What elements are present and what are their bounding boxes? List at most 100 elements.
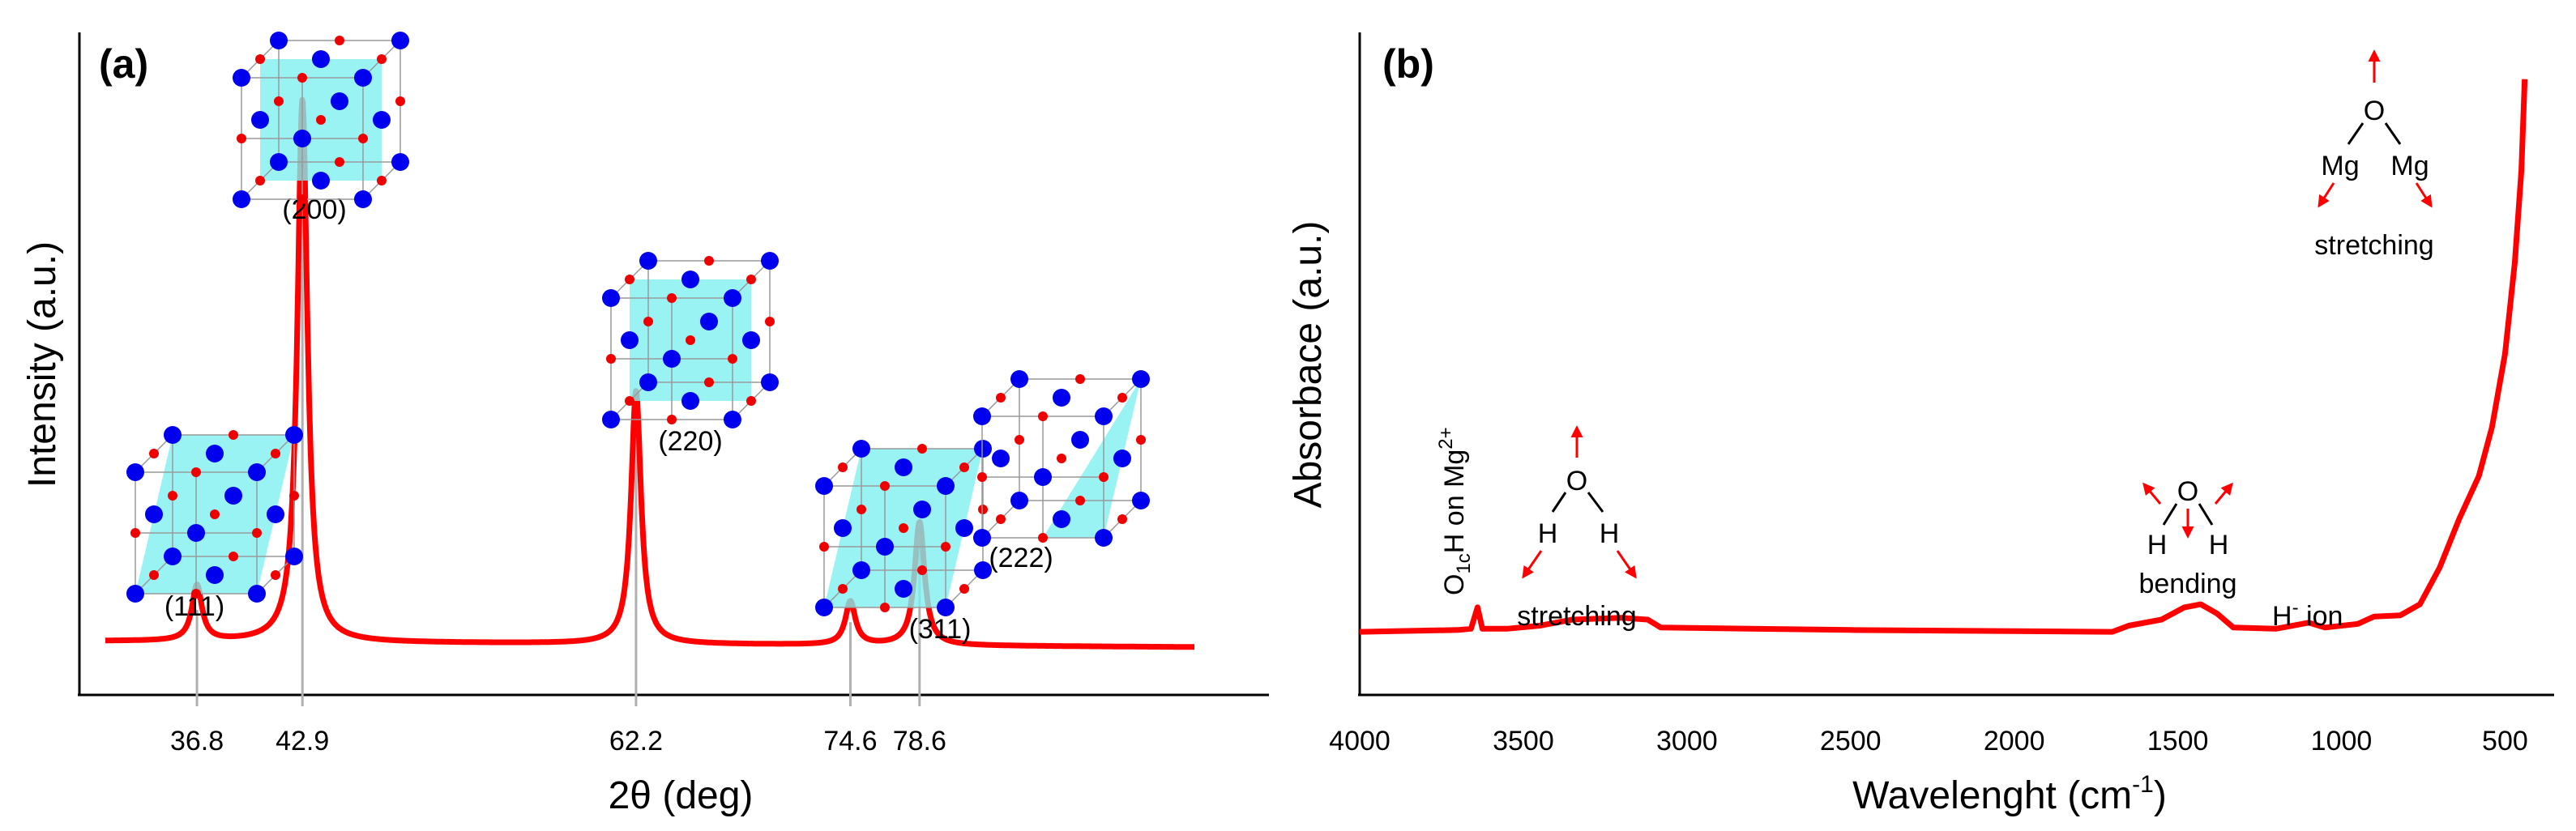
ir-panel: (b) 4000 3500 3000 2500 2000 1500 1000 500 Wave… — [1287, 32, 2554, 817]
atom-large — [251, 111, 269, 129]
atom-large — [206, 566, 224, 584]
atom-large — [126, 585, 144, 603]
water-bending-molecule: O H H bending — [2138, 476, 2236, 599]
ir-tick-label: 500 — [2482, 726, 2528, 756]
atom-large — [663, 350, 681, 368]
atom-large — [639, 373, 657, 391]
water-bending-bond-left — [2162, 503, 2178, 526]
water-bending-label: bending — [2138, 569, 2236, 599]
atom-small — [229, 552, 238, 561]
atom-large — [602, 289, 620, 307]
atom-large — [1095, 529, 1113, 547]
atom-large — [285, 548, 303, 565]
atom-small — [149, 570, 159, 580]
mgo-magnesium-right: Mg — [2390, 151, 2429, 181]
atom-large — [761, 252, 779, 270]
atom-small — [625, 396, 634, 406]
atom-large — [1132, 492, 1150, 509]
atom-large — [973, 529, 991, 547]
xrd-x-axis-title: 2θ (deg) — [609, 774, 754, 817]
ir-tick-label: 2000 — [1984, 726, 2045, 756]
atom-small — [880, 603, 890, 612]
water-stretching-oxygen: O — [1566, 466, 1587, 496]
atom-small — [168, 491, 177, 501]
atom-large — [621, 331, 639, 349]
mgo-arrow-left — [2318, 182, 2335, 208]
atom-small — [377, 176, 387, 185]
water-stretching-bond-right — [1587, 492, 1604, 513]
atom-large — [852, 561, 870, 579]
water-bending-bond-right — [2198, 503, 2214, 526]
atom-small — [880, 481, 890, 491]
atom-small — [1075, 374, 1085, 384]
atom-large — [187, 524, 205, 542]
atom-small — [229, 430, 238, 440]
atom-small — [996, 514, 1006, 524]
atom-large — [164, 426, 182, 444]
atom-small — [1117, 514, 1127, 524]
atom-large — [639, 252, 657, 270]
atom-small — [1038, 533, 1048, 543]
water-bending-oxygen: O — [2177, 476, 2198, 507]
atom-small — [959, 462, 969, 472]
mgo-stretching-label: stretching — [2314, 230, 2433, 261]
atom-large — [681, 392, 699, 410]
atom-small — [130, 528, 140, 538]
atom-large — [761, 373, 779, 391]
lattice-plane — [1043, 379, 1141, 538]
ir-tick-label: 3000 — [1656, 726, 1718, 756]
atom-large — [1034, 468, 1052, 486]
atom-small — [335, 36, 344, 45]
ir-tick-label: 1000 — [2311, 726, 2373, 756]
atom-large — [876, 538, 894, 556]
ir-tick-labels: 4000 3500 3000 2500 2000 1500 1000 500 — [1329, 726, 2528, 756]
xrd-peak-label: (222) — [989, 543, 1053, 573]
atom-large — [815, 599, 833, 616]
atom-small — [1038, 411, 1048, 421]
xrd-y-axis-title: Intensity (a.u.) — [21, 241, 64, 488]
xrd-tick-labels: 36.8 42.9 62.2 74.6 78.6 — [170, 726, 946, 756]
atom-small — [335, 157, 344, 167]
atom-large — [1053, 389, 1070, 407]
water-stretching-molecule: O H H stretching — [1517, 425, 1637, 632]
atom-large — [126, 463, 144, 481]
atom-large — [354, 190, 372, 208]
xrd-panel: (a) 36.8 42.9 62.2 74.6 78.6 (111)(200)(220)… — [21, 32, 1269, 817]
ir-x-axis-title: Wavelenght (cm-1) — [1852, 771, 2167, 817]
atom-small — [377, 54, 387, 64]
atom-large — [164, 548, 182, 565]
water-stretching-bond-left — [1551, 492, 1567, 513]
atom-small — [857, 505, 866, 514]
atom-small — [191, 467, 201, 477]
panel-a-label: (a) — [99, 41, 148, 87]
water-stretching-arrow-right — [1616, 550, 1637, 579]
atom-large — [955, 519, 973, 537]
atom-large — [937, 599, 955, 616]
atom-small — [978, 505, 988, 514]
atom-large — [724, 289, 741, 307]
water-bending-hydrogen-right: H — [2209, 530, 2229, 560]
atom-large — [1010, 492, 1028, 509]
water-bending-arrow-left — [2142, 482, 2162, 505]
unit-cell-icon — [815, 440, 992, 616]
oh-on-mg-label: O1cH on Mg2+ — [1435, 427, 1475, 595]
atom-small — [667, 293, 677, 303]
xrd-curve — [103, 96, 1197, 650]
atom-small — [395, 96, 405, 106]
atom-small — [271, 570, 280, 580]
atom-small — [1075, 496, 1085, 505]
atom-large — [700, 313, 718, 330]
ir-y-axis-title: Absorbace (a.u.) — [1287, 221, 1330, 509]
atom-small — [996, 393, 1006, 403]
atom-small — [1057, 454, 1066, 463]
atom-small — [959, 584, 969, 594]
atom-large — [145, 505, 163, 523]
atom-large — [1132, 370, 1150, 388]
atom-small — [271, 449, 280, 458]
atom-small — [765, 317, 775, 326]
xrd-tick-label: 36.8 — [170, 726, 224, 756]
water-bending-arrow-right — [2214, 482, 2233, 505]
atom-large — [895, 458, 912, 476]
atom-small — [704, 256, 714, 266]
atom-small — [917, 444, 927, 454]
